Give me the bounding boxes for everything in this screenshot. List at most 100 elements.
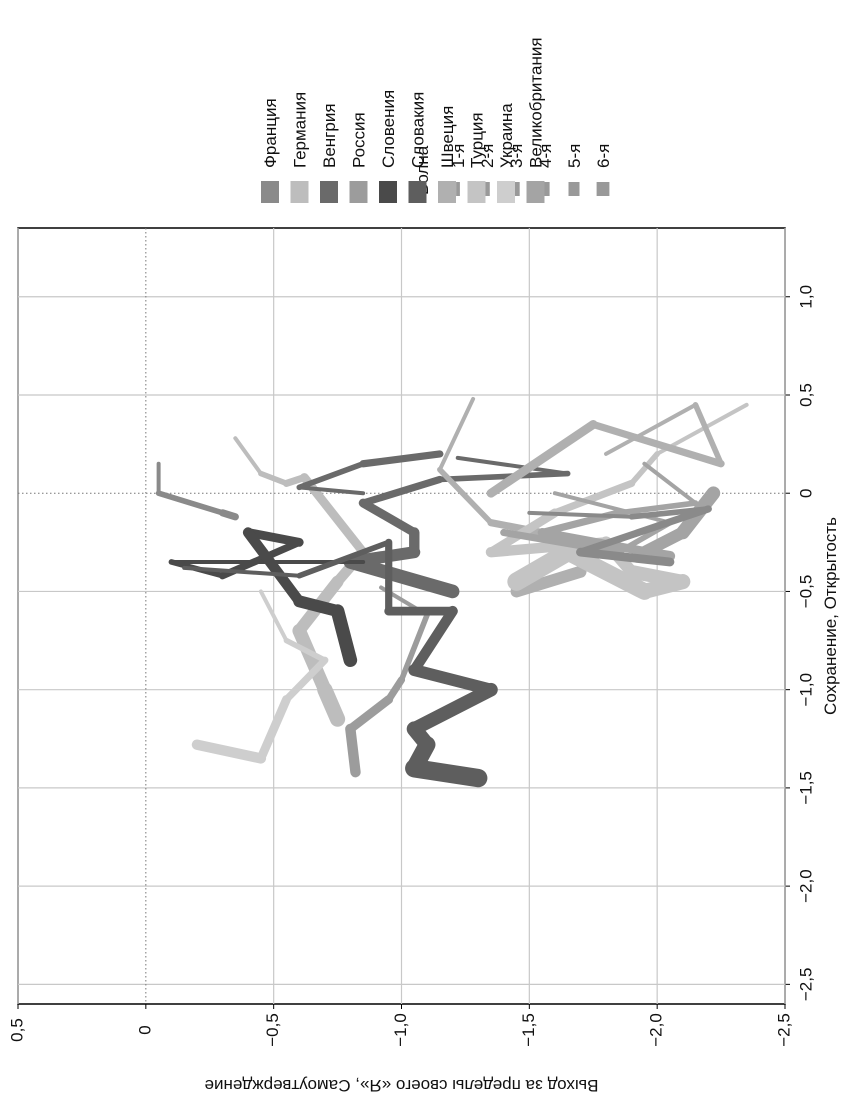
legend-wave-label: 5-я [565,144,584,168]
legend-country-label: Швеция [438,106,457,168]
series-segment [398,612,430,683]
legend-wave-label: 3-я [507,144,526,168]
series-segment [628,451,660,487]
series-11 [486,402,725,498]
series-segment [507,542,577,591]
series-segment [182,565,302,578]
series-segment [692,402,724,467]
series-segment [576,505,712,556]
y-tick-label: −2,0 [647,1013,666,1047]
series-segment [359,475,444,507]
series-segment [642,461,698,506]
series-segment [345,723,361,778]
series-segment [408,664,497,696]
series-segment [191,739,267,764]
series-12 [296,450,444,496]
legend-wave-label: 2-я [478,144,497,168]
series-segment [292,623,332,697]
legend-wave-label: 6-я [594,144,613,168]
series-segment [359,450,444,468]
x-tick-label: −2,5 [796,968,815,1002]
y-tick-label: −0,5 [263,1013,282,1047]
series-segment [576,547,675,567]
series-segment [604,402,698,456]
legend-countries: Франция Германия Венгрия Россия Словения Слов… [261,37,546,203]
series-segment [343,555,460,599]
x-tick-label: −1,0 [796,673,815,707]
x-tick-labels: −2,5 −2,0 −1,5 −1,0 −0,5 0 0,5 1,0 [796,285,815,1001]
series-1 [233,436,369,727]
series-segment [358,498,419,537]
x-tick-label: 1,0 [796,285,815,309]
series-segment [218,509,239,521]
x-tick-label: 0,5 [796,383,815,407]
legend-country-label: Словения [379,90,398,168]
y-tick-label: −1,5 [519,1013,538,1047]
y-tick-label: 0,5 [7,1018,26,1042]
legend-country-swatch [497,181,515,203]
series-segment [243,528,304,547]
series-segment [233,436,263,476]
series-segment [282,656,329,704]
series-segment [297,485,366,496]
series-segment [559,543,653,600]
y-tick-label: −2,5 [774,1013,793,1047]
series-segment [296,539,392,579]
x-tick-label: 0 [796,488,815,497]
series-segment [296,460,366,491]
series-segment [407,682,498,736]
series-segment [551,479,636,517]
legend-country-label: Великобритания [527,37,546,168]
y-axis-label: Выход за пределы своего «Я», Самоутвержд… [205,1076,599,1095]
series-segment [638,526,689,559]
legend-country-label: Венгрия [320,103,339,168]
legend-waves: Волна 1-я 2-я 3-я 4-я 5-я 6-я [413,144,613,196]
series-segment [437,470,571,483]
series-2 [343,455,571,599]
series-segment [258,589,289,643]
series-segment [437,466,494,526]
legend-country-swatch [349,181,368,203]
legend-country-swatch [526,181,545,203]
series-segment [510,565,587,598]
x-tick-label: −2,0 [796,869,815,903]
y-tick-labels: 0,5 0 −0,5 −1,0 −1,5 −2,0 −2,5 [7,1013,793,1047]
legend-country-swatch [290,181,309,203]
series-segment [437,396,476,472]
series-layer [155,396,749,788]
legend-country-swatch [379,181,397,203]
series-segment [552,491,672,525]
series-segment [258,470,290,487]
series-segment [455,455,570,476]
x-axis-label: Сохранение, Открытость [821,517,840,715]
series-5 [182,538,498,788]
legend-country-label: Франция [261,98,280,168]
series-segment [589,420,725,468]
series-0 [155,461,239,521]
y-tick-label: −1,0 [391,1013,410,1047]
legend-country-swatch [408,181,427,203]
series-segment [486,420,598,498]
legend-country-swatch [438,181,456,203]
legend-country-swatch [320,181,338,203]
series-segment [283,637,328,664]
series-segment [345,695,394,734]
series-segment [242,527,305,607]
legend-wave-label: 4-я [536,144,555,168]
legend-country-swatch [261,181,279,203]
series-segment [330,604,358,668]
x-tick-label: −0,5 [796,575,815,609]
series-segment [527,510,634,519]
grid-lines [17,228,790,1009]
series-segment [317,682,346,727]
legend-wave-label: 1-я [449,144,468,168]
series-segment [405,759,488,788]
series-segment [409,605,458,676]
y-tick-label: 0 [135,1025,154,1034]
legend-country-swatch [467,181,486,203]
legend-country-label: Турция [468,112,487,168]
series-segment [155,490,226,516]
series-8 [191,589,329,764]
